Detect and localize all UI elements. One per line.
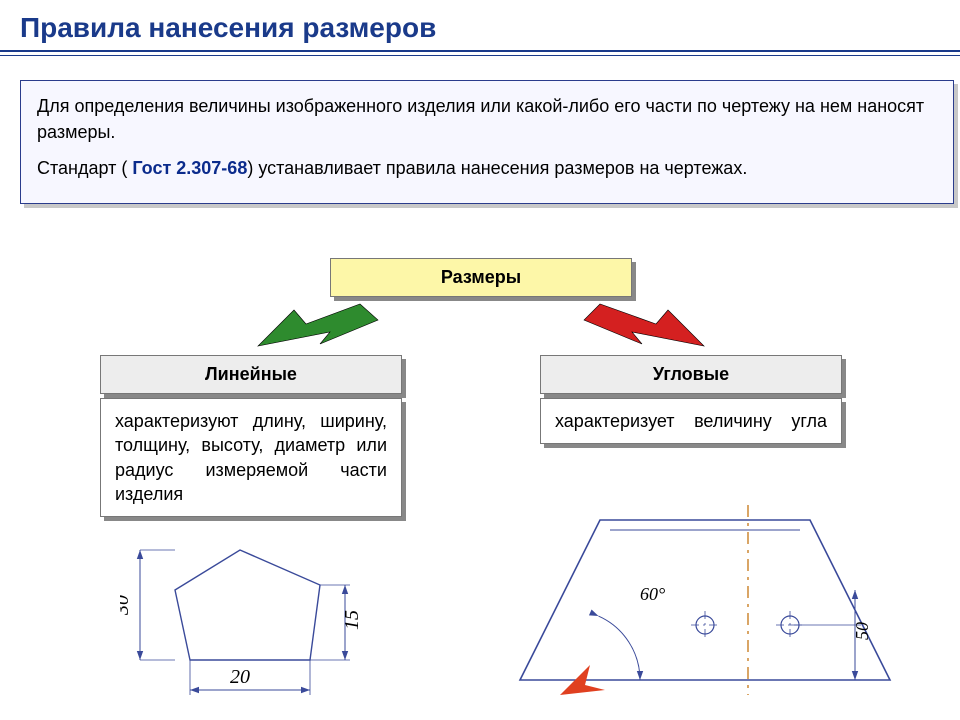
linear-description: характеризуют длину, ши­рину, толщину, в… [100, 398, 402, 517]
linear-label: Линейные [205, 364, 297, 384]
arrow-right-icon [580, 300, 720, 350]
root-node: Размеры [330, 258, 632, 297]
svg-text:20: 20 [230, 666, 250, 688]
intro-panel: Для определения величины изображенного и… [20, 80, 954, 204]
angular-header: Угловые [540, 355, 842, 394]
title-rule-thick [0, 50, 960, 52]
intro-p2-b: ) устанавливает правила нанесения размер… [247, 158, 747, 178]
angular-label: Угловые [653, 364, 729, 384]
linear-header: Линейные [100, 355, 402, 394]
svg-text:60°: 60° [640, 584, 665, 604]
svg-text:30: 30 [120, 595, 133, 616]
root-label: Размеры [441, 267, 521, 287]
page-title: Правила нанесения размеров [20, 12, 436, 44]
intro-paragraph-2: Стандарт ( Гост 2.307-68) устанавливает … [37, 155, 937, 181]
linear-figure: 30 20 15 [120, 520, 400, 710]
arrow-left-icon [250, 300, 390, 350]
angular-figure: 60° 50 [490, 490, 910, 710]
svg-text:15: 15 [341, 610, 363, 630]
title-rule-thin [0, 55, 960, 56]
intro-paragraph-1: Для определения величины изображенного и… [37, 93, 937, 145]
intro-p2-a: Стандарт ( [37, 158, 132, 178]
gost-ref: Гост 2.307-68 [132, 158, 247, 178]
angular-description: характеризует величину угла [540, 398, 842, 444]
svg-text:50: 50 [852, 622, 872, 640]
